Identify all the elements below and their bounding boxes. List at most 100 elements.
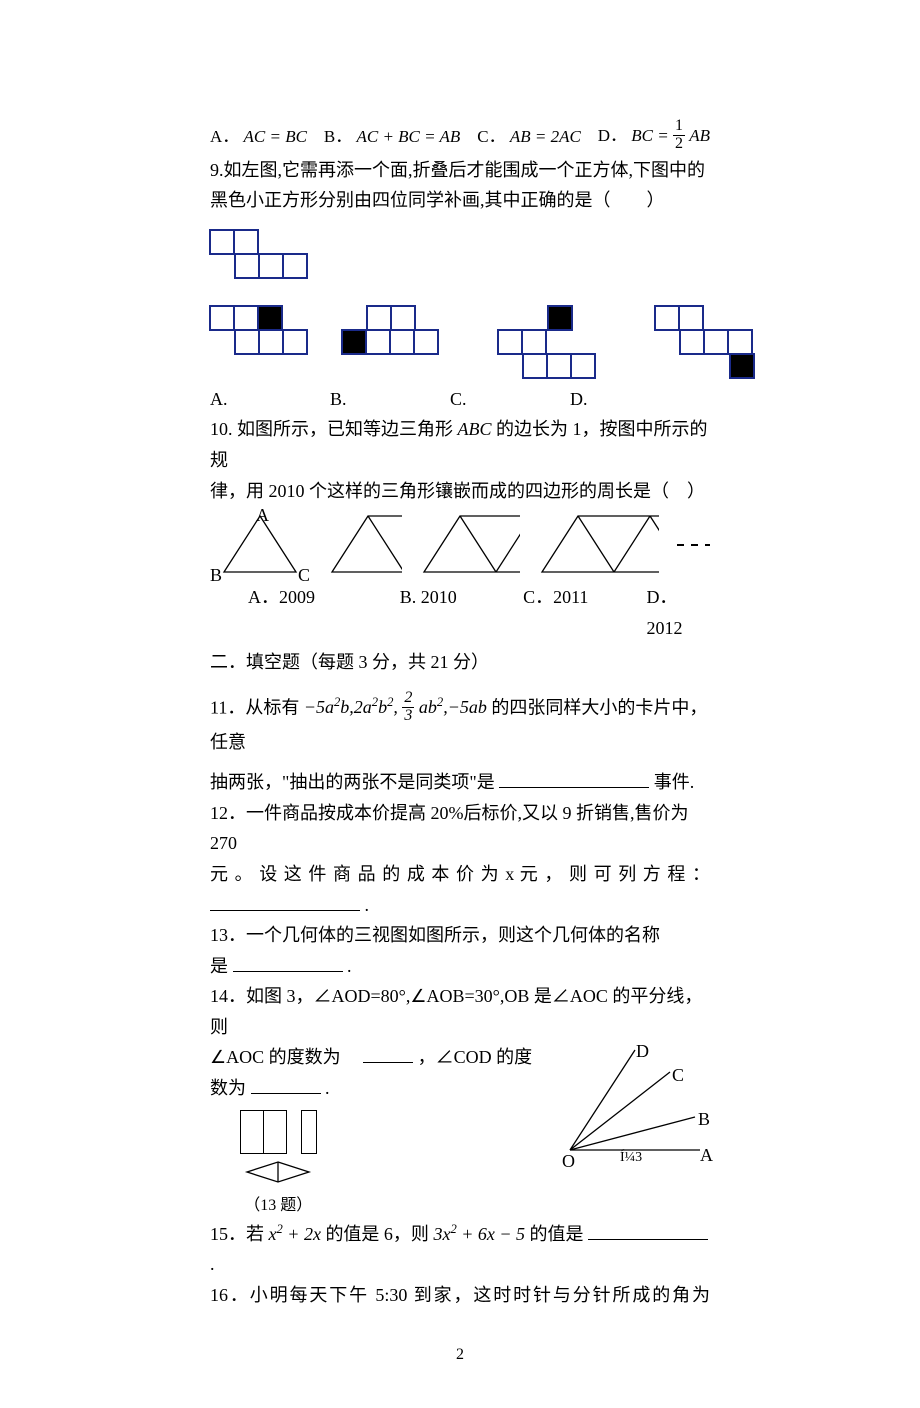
q8-d: D． BC = 1 2 AB — [598, 120, 710, 155]
q12-l1: 12．一件商品按成本价提高 20%后标价,又以 9 折销售,售价为 270 — [210, 798, 710, 859]
q11-p3: 抽两张，"抽出的两张不是同类项"是 — [210, 772, 495, 792]
frac-den: 2 — [673, 136, 685, 153]
q13-l2b: . — [347, 956, 352, 976]
q12-l2: 元 。 设 这 件 商 品 的 成 本 价 为 x 元 ， 则 可 列 方 程 … — [210, 859, 710, 890]
tv-top — [243, 1160, 313, 1186]
q14-l1: 14．如图 3，∠AOD=80°,∠AOB=30°,OB 是∠AOC 的平分线，… — [210, 981, 710, 1042]
q9-net-a — [210, 306, 307, 354]
ray-o: O — [562, 1146, 575, 1177]
q9-label-c: C. — [450, 384, 570, 415]
t: 3x — [433, 1224, 450, 1244]
q10-b: B. 2010 — [400, 582, 523, 643]
ray-b: B — [698, 1104, 710, 1135]
q8-b-expr: AC + BC = AB — [356, 127, 460, 146]
q10-line2: 律，用 2010 个这样的三角形镶嵌而成的四边形的周长是（ ） — [210, 476, 710, 507]
q8-d-frac: 1 2 — [673, 118, 685, 153]
q10-c: C．2011 — [523, 582, 646, 643]
q13-figure: （13 题） — [240, 1110, 317, 1219]
frac-num: 1 — [673, 118, 685, 136]
q10-text-l1: 10. 如图所示，已知等边三角形 ABC 的边长为 1，按图中所示的规 — [210, 419, 708, 470]
q11-line2: 抽两张，"抽出的两张不是同类项"是 事件. — [210, 767, 710, 798]
t: b,2a — [340, 697, 372, 717]
q8-a-label: A． — [210, 127, 239, 146]
q16: 16．小明每天下午 5:30 到家，这时时针与分针所成的角为 — [210, 1280, 710, 1311]
q9-label-b: B. — [330, 384, 450, 415]
q9-net-b — [367, 306, 438, 354]
t: , — [393, 697, 398, 717]
figure-row: ∠AOC 的度数为 ，∠COD 的度数为 . — [210, 1042, 710, 1218]
q10-tri-4 — [538, 510, 658, 580]
q15-p3: 的值是 — [530, 1224, 584, 1244]
page-number: 2 — [210, 1341, 710, 1368]
q8-c-expr: AB = 2AC — [510, 127, 581, 146]
vertex-c: C — [298, 560, 310, 591]
vertex-b: B — [210, 560, 222, 591]
q8-c-label: C． — [477, 127, 505, 146]
q9-original-net — [210, 230, 710, 278]
q8-d-left: BC = — [631, 126, 668, 145]
q8-a: A． AC = BC — [210, 123, 307, 152]
q10-line1: 10. 如图所示，已知等边三角形 ABC 的边长为 1，按图中所示的规 — [210, 414, 710, 475]
ray-c: C — [672, 1060, 684, 1091]
q13-caption: （13 题） — [244, 1192, 312, 1219]
q10-a: A．2009 — [248, 582, 400, 643]
fig-label: Í¼3 — [620, 1146, 642, 1170]
vertex-a: A — [256, 500, 269, 531]
section-2-title: 二．填空题（每题 3 分，共 21 分） — [210, 647, 710, 678]
q14-l2a: ∠AOC 的度数为 — [210, 1047, 359, 1067]
ray-d: D — [636, 1036, 649, 1067]
q15-p4: . — [210, 1254, 215, 1274]
q14-l2: ∠AOC 的度数为 ，∠COD 的度数为 . — [210, 1042, 550, 1103]
q15-p1: 15．若 — [210, 1224, 264, 1244]
q11-expr: −5a2b,2a2b2, 23 ab2,−5ab — [304, 697, 492, 717]
q13-l2: 是 . — [210, 951, 710, 982]
q10-d: D．2012 — [646, 582, 710, 643]
q15: 15．若 x2 + 2x 的值是 6，则 3x2 + 6x − 5 的值是 . — [210, 1219, 710, 1280]
q12-l3: . — [210, 890, 710, 921]
q11-p1: 11．从标有 — [210, 697, 299, 717]
t: ab — [419, 697, 437, 717]
q8-d-right: AB — [689, 126, 710, 145]
q13-l2a: 是 — [210, 956, 228, 976]
q13-l1: 13．一个几何体的三视图如图所示，则这个几何体的名称 — [210, 920, 710, 951]
ray-a: A — [700, 1140, 713, 1171]
q9-label-d: D. — [570, 384, 690, 415]
q9-net-d — [655, 306, 754, 378]
q8-d-label: D． — [598, 126, 627, 145]
q9-net-c — [498, 306, 595, 378]
q10-options: A．2009 B. 2010 C．2011 D．2012 — [210, 582, 710, 643]
t: b — [378, 697, 387, 717]
q11-line1: 11．从标有 −5a2b,2a2b2, 23 ab2,−5ab 的四张同样大小的… — [210, 692, 710, 757]
q10-tri-2 — [328, 510, 402, 580]
q8-a-expr: AC = BC — [244, 127, 307, 146]
q9-answer-nets — [210, 306, 710, 378]
q14-figure: D C B A O Í¼3 — [550, 1042, 710, 1162]
d: 3 — [402, 708, 414, 725]
q15-p2: 的值是 6，则 — [325, 1224, 429, 1244]
blank — [251, 1077, 321, 1094]
blank — [363, 1046, 413, 1063]
q12-period: . — [365, 895, 370, 915]
q8-c: C． AB = 2AC — [477, 123, 581, 152]
q15-expr1: x2 + 2x — [269, 1224, 321, 1244]
q9-label-a: A. — [210, 384, 330, 415]
blank — [499, 771, 649, 788]
q8-b: B． AC + BC = AB — [324, 123, 460, 152]
q8-b-label: B． — [324, 127, 352, 146]
q10-tri-3 — [420, 510, 520, 580]
t: −5a — [304, 697, 334, 717]
t: x — [269, 1224, 277, 1244]
q8-options: A． AC = BC B． AC + BC = AB C． AB = 2AC D… — [210, 120, 710, 155]
q10-figures: A B C — [210, 510, 710, 580]
blank — [210, 893, 360, 910]
blank — [588, 1223, 708, 1240]
q9-labels: A. B. C. D. — [210, 384, 690, 415]
t: + 6x − 5 — [457, 1224, 525, 1244]
t: ,−5ab — [443, 697, 487, 717]
q15-expr2: 3x2 + 6x − 5 — [433, 1224, 525, 1244]
q10-tri-1: A B C — [210, 510, 310, 580]
q14-l2c: . — [325, 1078, 330, 1098]
q11-p4: 事件. — [654, 772, 695, 792]
t: + 2x — [283, 1224, 321, 1244]
q9-text: 9.如左图,它需再添一个面,折叠后才能围成一个正方体,下图中的黑色小正方形分别由… — [210, 155, 710, 216]
